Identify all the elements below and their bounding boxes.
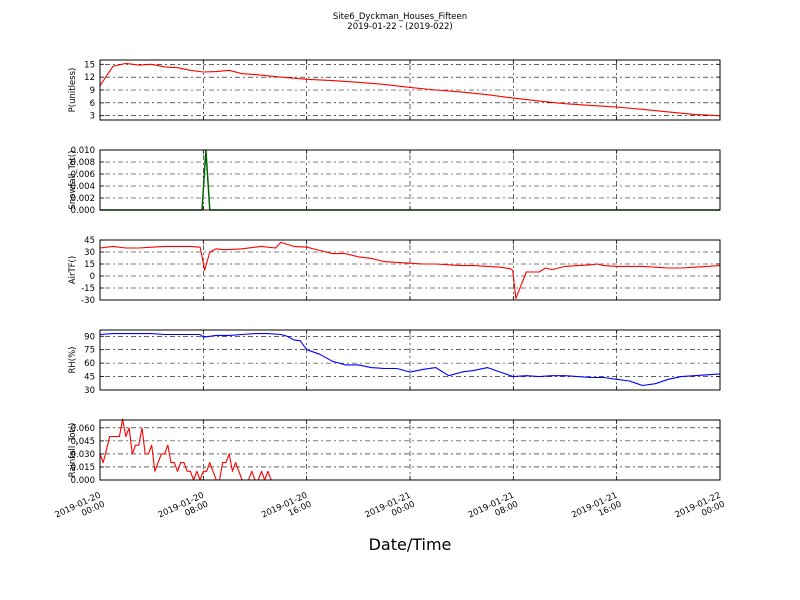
y-tick-label: 0.004	[71, 182, 95, 192]
y-tick-label: 75	[84, 346, 95, 356]
y-tick-label: 0	[90, 272, 95, 282]
y-tick-label: 0.015	[71, 463, 95, 473]
y-tick-label: 45	[84, 236, 95, 246]
chart-title: Site6_Dyckman_Houses_Fifteen	[333, 12, 467, 22]
x-tick-label: 2019-01-2000:00	[53, 491, 106, 530]
panel-1: 3 6 9 12 15 P(unitless)	[68, 59, 721, 122]
subplot-panels: 3691215P(unitless)0.0000.0020.0040.0060.…	[68, 59, 721, 486]
plot-frame	[99, 329, 721, 391]
x-tick-label: 2019-01-2016:00	[260, 491, 313, 530]
x-tick-label: 2019-01-2116:00	[570, 491, 623, 530]
panel-2: 0.000 0.002 0.004 0.006 0.008 0.010Snowfall_T…	[68, 146, 721, 216]
series-line	[99, 333, 721, 387]
x-tick-labels: 2019-01-2000:00 2019-01-2008:00 2019-01-20…	[53, 491, 726, 530]
plot-frame	[99, 59, 721, 121]
panel-4: 30 45 60 75 90 RH(%)	[68, 329, 721, 396]
x-axis-label: Date/Time	[369, 535, 452, 554]
panel-3: -30 -15 0 15 30 45 AirTF()	[68, 236, 721, 306]
y-tick-label: 60	[84, 359, 95, 369]
x-tick-label: 2019-01-2100:00	[363, 491, 416, 530]
y-tick-label: 12	[84, 73, 95, 83]
y-tick-label: 0.006	[71, 170, 95, 180]
y-tick-label: -30	[81, 296, 95, 306]
y-tick-label: 9	[90, 86, 95, 96]
y-tick-label: 15	[84, 60, 95, 70]
plot-frame	[99, 149, 721, 211]
plot-frame	[99, 239, 721, 301]
series-line	[99, 418, 720, 481]
y-axis-label: Snowfall_Tot()	[68, 150, 78, 209]
x-tick-label: 2019-01-2108:00	[467, 491, 520, 530]
y-tick-label: 3	[90, 112, 95, 122]
y-tick-label: 0.045	[71, 437, 95, 447]
series-line	[99, 62, 721, 117]
y-tick-label: 30	[84, 248, 95, 258]
y-tick-label: 0.030	[71, 450, 95, 460]
y-tick-label: 0.000	[71, 476, 95, 486]
y-tick-label: 0.000	[71, 206, 95, 216]
y-axis-label: P(unitless)	[68, 68, 78, 113]
y-axis-label: RH(%)	[68, 346, 78, 373]
y-tick-label: 0.008	[71, 158, 95, 168]
y-tick-label: 90	[84, 332, 95, 342]
x-tick-label: 2019-01-2008:00	[157, 491, 210, 530]
y-tick-label: 45	[84, 373, 95, 383]
plot-frame	[99, 419, 721, 481]
y-axis-label: Rainfall_Tot()	[68, 423, 78, 478]
x-tick-label: 2019-01-2200:00	[673, 491, 726, 530]
y-tick-label: 15	[84, 260, 95, 270]
y-tick-label: -15	[81, 284, 95, 294]
y-tick-label: 0.010	[71, 146, 95, 156]
y-tick-label: 0.060	[71, 424, 95, 434]
y-axis-label: AirTF()	[68, 256, 78, 284]
y-tick-label: 30	[84, 386, 95, 396]
series-line	[99, 241, 721, 299]
chart-subtitle: 2019-01-22 - (2019-022)	[347, 22, 452, 32]
y-tick-label: 6	[90, 99, 95, 109]
y-tick-label: 0.002	[71, 194, 95, 204]
